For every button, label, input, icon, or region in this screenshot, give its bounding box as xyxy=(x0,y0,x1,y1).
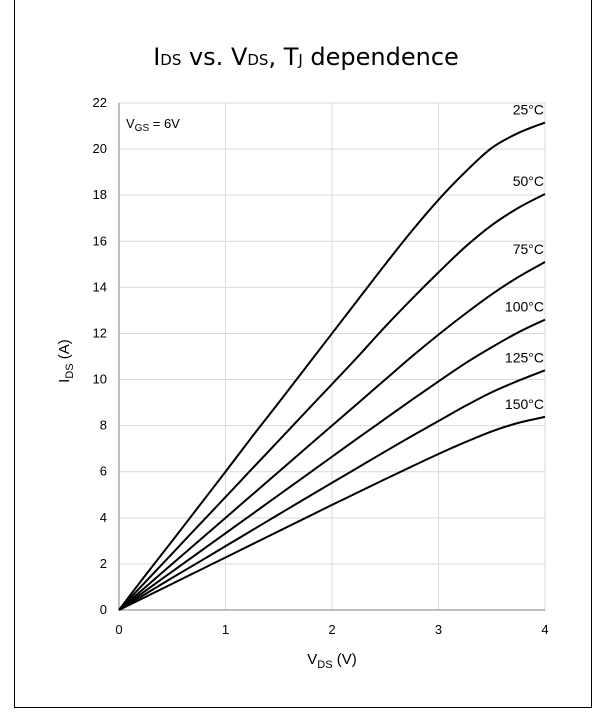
x-axis-label: VDS (V) xyxy=(307,651,356,671)
series-label: 125°C xyxy=(505,349,544,365)
y-tick-label: 6 xyxy=(100,464,107,479)
series-curve-75c xyxy=(118,261,546,611)
series-label: 150°C xyxy=(505,396,544,412)
y-tick-label: 16 xyxy=(93,233,107,248)
y-tick-label: 10 xyxy=(93,372,107,387)
y-tick-label: 22 xyxy=(93,95,107,110)
series-label: 100°C xyxy=(505,299,544,315)
x-tick-label: 3 xyxy=(435,622,442,637)
x-tick-label: 4 xyxy=(541,622,548,637)
series-curve-150c xyxy=(118,415,546,611)
condition-annotation: VGS = 6V xyxy=(126,116,180,134)
series-curve-100c xyxy=(118,318,546,611)
series-label: 75°C xyxy=(513,241,544,257)
gridlines xyxy=(119,102,546,610)
y-tick-label: 8 xyxy=(100,418,107,433)
y-tick-label: 18 xyxy=(93,187,107,202)
series-curve-50c xyxy=(118,193,546,611)
y-axis-label: IDS (A) xyxy=(56,339,76,383)
x-tick-label: 1 xyxy=(222,622,229,637)
y-tick-label: 4 xyxy=(100,510,107,525)
chart-title: IDS vs. VDS, TJ dependence xyxy=(153,43,459,71)
series-label: 25°C xyxy=(513,102,544,118)
series-curve-25c xyxy=(118,121,546,611)
series-label: 50°C xyxy=(513,173,544,189)
chart-svg: IDS vs. VDS, TJ dependence 0246810121416… xyxy=(56,43,549,671)
x-tick-label: 0 xyxy=(115,622,122,637)
series-curve-125c xyxy=(118,369,546,611)
y-tick-label: 14 xyxy=(93,279,107,294)
chart-frame: IDS vs. VDS, TJ dependence 0 2 4 6 8 10 12 14 16… xyxy=(14,0,592,708)
curve-labels: 25°C 50°C 75°C 100°C 125°C 150°C xyxy=(505,102,544,412)
y-tick-label: 20 xyxy=(93,141,107,156)
data-curves xyxy=(118,121,546,611)
x-tick-label: 2 xyxy=(328,622,335,637)
y-tick-label: 2 xyxy=(100,556,107,571)
y-tick-label: 12 xyxy=(93,325,107,340)
axes xyxy=(118,103,545,611)
y-tick-label: 0 xyxy=(100,602,107,617)
